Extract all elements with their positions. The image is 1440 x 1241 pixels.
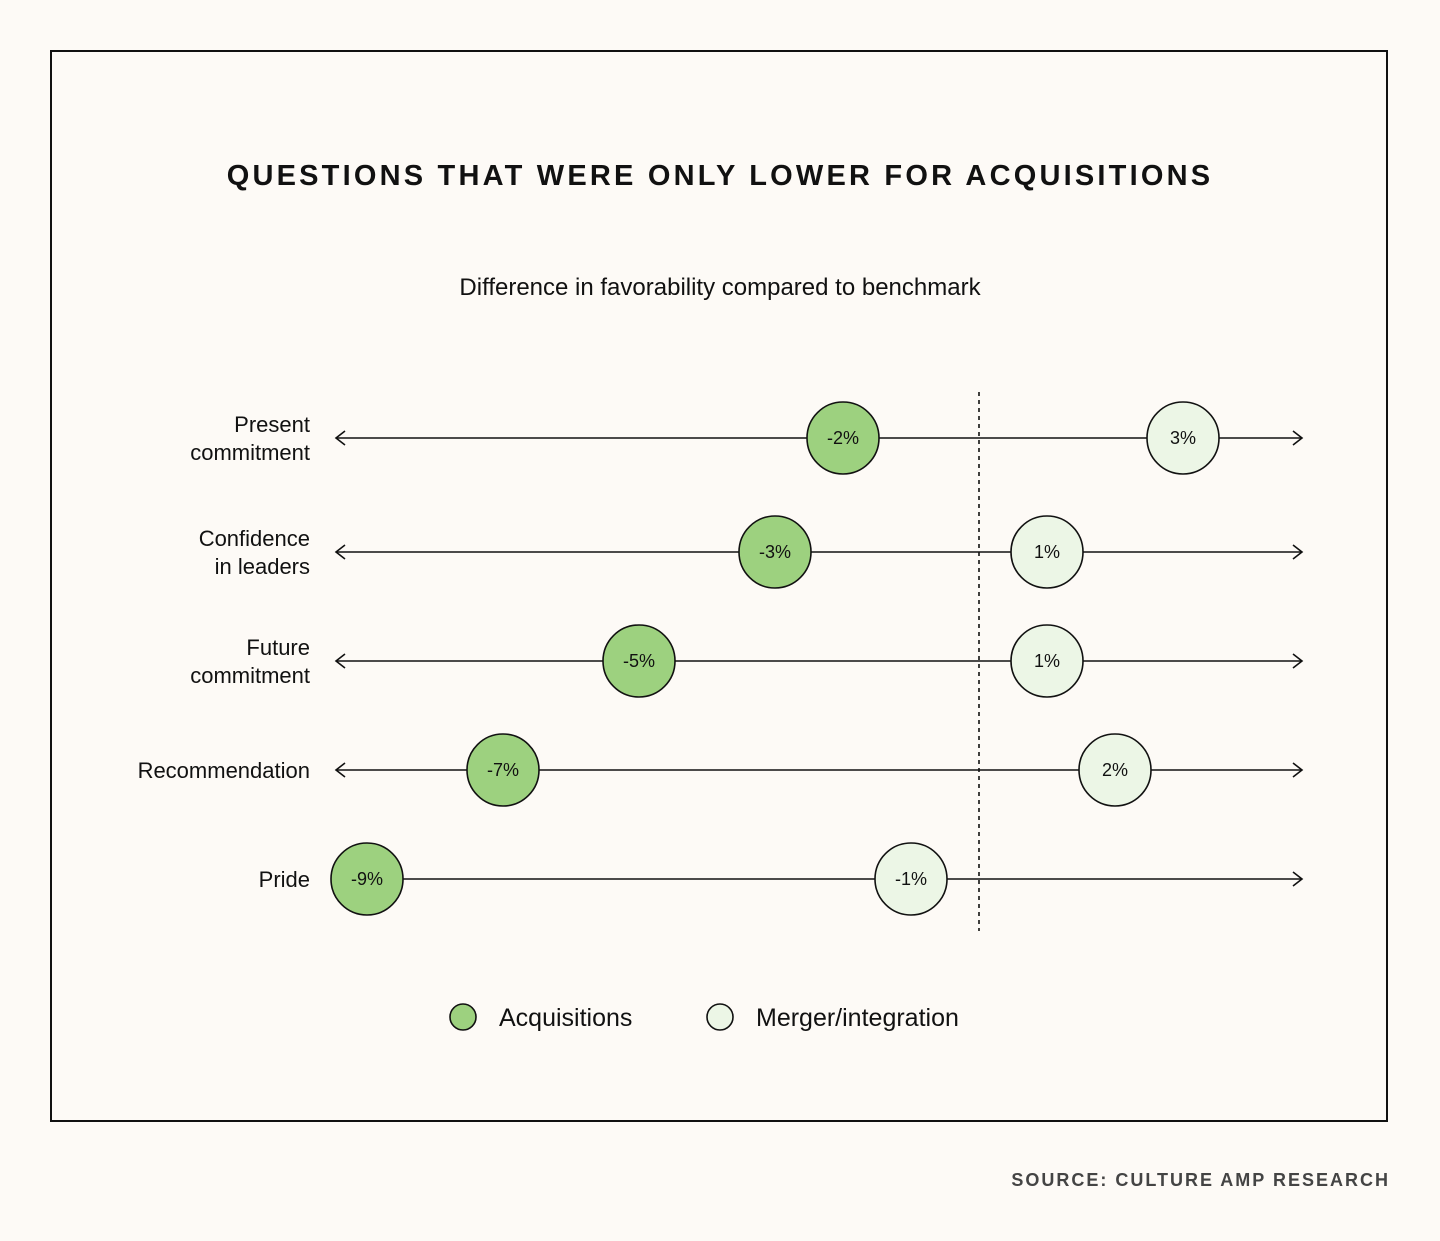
left-arrow-icon [334,653,346,669]
legend-swatch [449,1003,477,1031]
data-label: -9% [351,869,383,889]
category-label: Future [246,635,310,660]
right-arrow-icon [1292,871,1304,887]
merger-point [1078,733,1152,807]
acquisitions-point [602,624,676,698]
category-label: commitment [190,440,310,465]
merger-point [1146,401,1220,475]
category-label: Present [234,412,310,437]
data-label: -7% [487,760,519,780]
acquisitions-point [466,733,540,807]
right-arrow-icon [1292,430,1304,446]
left-arrow-icon [334,430,346,446]
right-arrow-icon [1292,544,1304,560]
category-label: commitment [190,663,310,688]
data-label: 3% [1170,428,1196,448]
legend-label: Acquisitions [499,1004,632,1032]
merger-point [874,842,948,916]
category-label: in leaders [215,554,310,579]
chart-title: QUESTIONS THAT WERE ONLY LOWER FOR ACQUI… [226,160,1214,192]
source-note: SOURCE: CULTURE AMP RESEARCH [1011,1170,1390,1190]
chart-subtitle: Difference in favorability compared to b… [459,274,981,301]
data-label: -2% [827,428,859,448]
chart-frame [50,50,1388,1122]
legend-swatch [706,1003,734,1031]
category-label: Pride [259,867,310,892]
data-label: -1% [895,869,927,889]
category-label: Recommendation [138,758,310,783]
right-arrow-icon [1292,653,1304,669]
data-label: 1% [1034,542,1060,562]
data-label: -3% [759,542,791,562]
merger-point [1010,515,1084,589]
left-arrow-icon [334,762,346,778]
merger-point [1010,624,1084,698]
acquisitions-point [330,842,404,916]
legend-label: Merger/integration [756,1004,959,1032]
acquisitions-point [806,401,880,475]
data-label: 2% [1102,760,1128,780]
data-label: -5% [623,651,655,671]
left-arrow-icon [334,544,346,560]
data-label: 1% [1034,651,1060,671]
right-arrow-icon [1292,762,1304,778]
category-label: Confidence [199,526,310,551]
acquisitions-point [738,515,812,589]
